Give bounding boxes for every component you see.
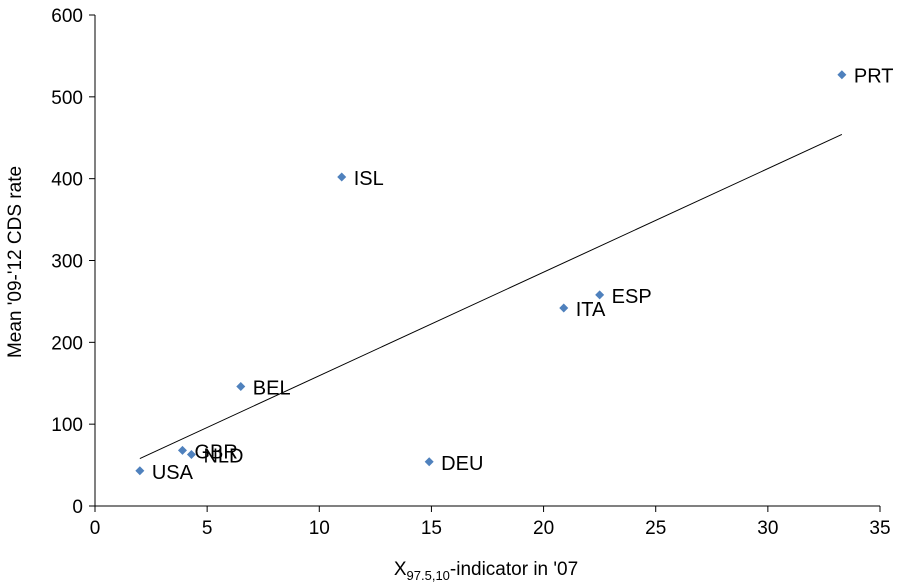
- y-tick-label: 300: [51, 252, 83, 273]
- data-point-isl: [337, 172, 347, 182]
- y-tick-label: 200: [51, 333, 83, 354]
- y-tick-label: 500: [51, 88, 83, 109]
- x-axis-title-suffix: -indicator in '07: [450, 559, 578, 580]
- tick-labels: 0 5 10 15 20 25 30 35 0 100 200 300 400 500 600: [51, 6, 890, 539]
- x-axis-title: X97.5,10-indicator in '07: [394, 559, 578, 583]
- x-axis-title-main: X: [394, 559, 407, 580]
- point-label-deu: DEU: [441, 453, 483, 475]
- x-tick-label: 10: [309, 518, 330, 539]
- data-point-gbr: [177, 445, 187, 455]
- data-point-bel: [236, 382, 246, 392]
- data-point-prt: [837, 70, 847, 80]
- point-label-nld: NLD: [203, 445, 243, 467]
- x-tick-label: 20: [533, 518, 554, 539]
- point-label-usa: USA: [152, 462, 194, 484]
- point-label-isl: ISL: [354, 168, 384, 190]
- data-point-esp: [595, 290, 605, 300]
- trendline: [139, 134, 843, 459]
- data-point-nld: [186, 449, 196, 459]
- point-label-gbr: GBR: [194, 441, 237, 463]
- point-label-esp: ESP: [612, 286, 652, 308]
- axes: [89, 14, 881, 512]
- x-tick-label: 15: [421, 518, 442, 539]
- y-tick-label: 400: [51, 170, 83, 191]
- y-tick-label: 600: [51, 6, 83, 27]
- data-point-usa: [135, 466, 145, 476]
- x-tick-label: 30: [757, 518, 778, 539]
- x-tick-label: 25: [645, 518, 666, 539]
- x-tick-label: 35: [869, 518, 890, 539]
- data-point-ita: [559, 303, 569, 313]
- data-point-deu: [424, 457, 434, 467]
- y-axis-title: Mean '09-'12 CDS rate: [5, 166, 26, 358]
- x-tick-label: 5: [202, 518, 213, 539]
- point-label-bel: BEL: [253, 378, 291, 400]
- y-tick-label: 0: [72, 497, 83, 518]
- point-label-prt: PRT: [854, 66, 894, 88]
- x-axis-title-subscript: 97.5,10: [407, 568, 450, 583]
- data-points: [135, 70, 847, 476]
- y-tick-label: 100: [51, 415, 83, 436]
- point-label-ita: ITA: [576, 299, 606, 321]
- x-tick-label: 0: [90, 518, 101, 539]
